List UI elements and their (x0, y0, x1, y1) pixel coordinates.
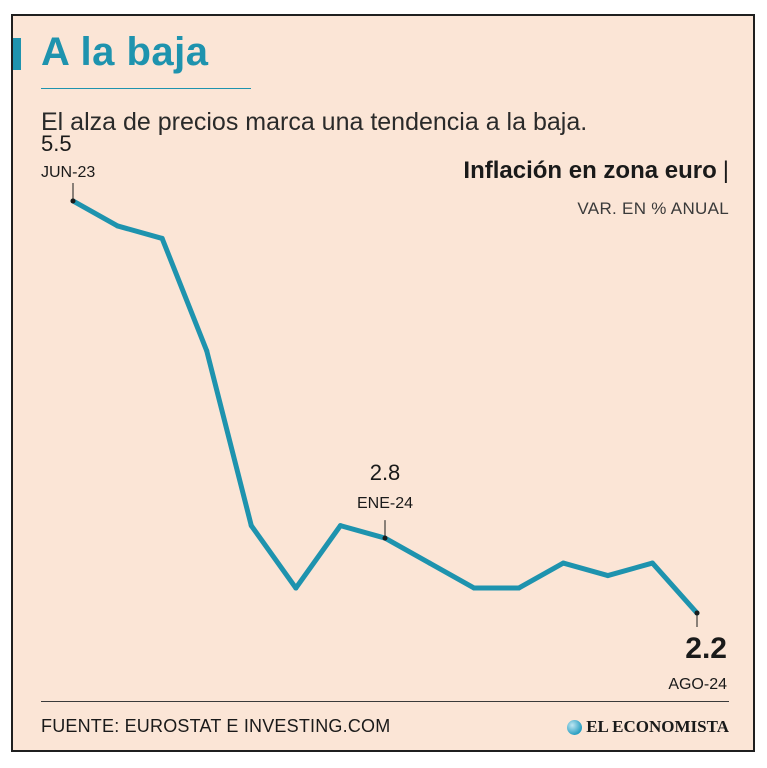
annotation-value: 2.2 (685, 632, 727, 665)
annotation-date: JUN-23 (41, 164, 95, 181)
data-point-jun-24 (605, 573, 611, 579)
annotation-date: AGO-24 (668, 676, 727, 693)
data-point-feb-24 (427, 560, 433, 566)
data-point-sep-23 (204, 348, 210, 354)
annotation-jun-23: 5.5 JUN-23 (41, 131, 95, 204)
page-title: A la baja (41, 30, 209, 74)
title-accent-bar (13, 38, 21, 70)
chart-title-text: Inflación en zona euro (463, 157, 717, 184)
annotation-marker (694, 610, 700, 616)
chart-unit-label: VAR. EN % ANUAL (577, 199, 729, 218)
brand-name: EL ECONOMISTA (586, 717, 729, 736)
data-point-abr-24 (516, 585, 522, 591)
annotation-ago-24: 2.2 AGO-24 (668, 610, 727, 693)
chart-title-separator: | (722, 157, 729, 184)
line-chart: 5.5 JUN-23 2.8 ENE-24 2.2 AGO-24 (41, 131, 727, 693)
footer-divider (41, 701, 729, 702)
annotation-ene-24: 2.8 ENE-24 (357, 460, 413, 541)
brand-logo: EL ECONOMISTA (567, 717, 729, 737)
chart-title: Inflación en zona euro | (463, 157, 729, 185)
annotation-date: ENE-24 (357, 495, 413, 512)
annotation-value: 5.5 (41, 131, 72, 156)
data-point-jul-23 (115, 223, 121, 229)
data-point-jul-24 (649, 560, 655, 566)
data-point-oct-23 (248, 523, 254, 529)
source-note: FUENTE: EUROSTAT E INVESTING.COM (41, 716, 391, 736)
annotation-marker (70, 198, 76, 204)
page-subtitle: El alza de precios marca una tendencia a… (41, 108, 588, 136)
data-point-nov-23 (293, 585, 299, 591)
data-point-may-24 (560, 560, 566, 566)
series-line-inflacion (70, 198, 700, 616)
annotation-marker (382, 535, 388, 541)
globe-icon (567, 719, 583, 735)
infographic-frame: A la baja El alza de precios marca una t… (11, 14, 755, 752)
data-point-ago-23 (159, 235, 165, 241)
data-point-dic-23 (337, 523, 343, 529)
data-point-mar-24 (471, 585, 477, 591)
title-underline (41, 88, 251, 89)
annotation-value: 2.8 (370, 460, 401, 485)
